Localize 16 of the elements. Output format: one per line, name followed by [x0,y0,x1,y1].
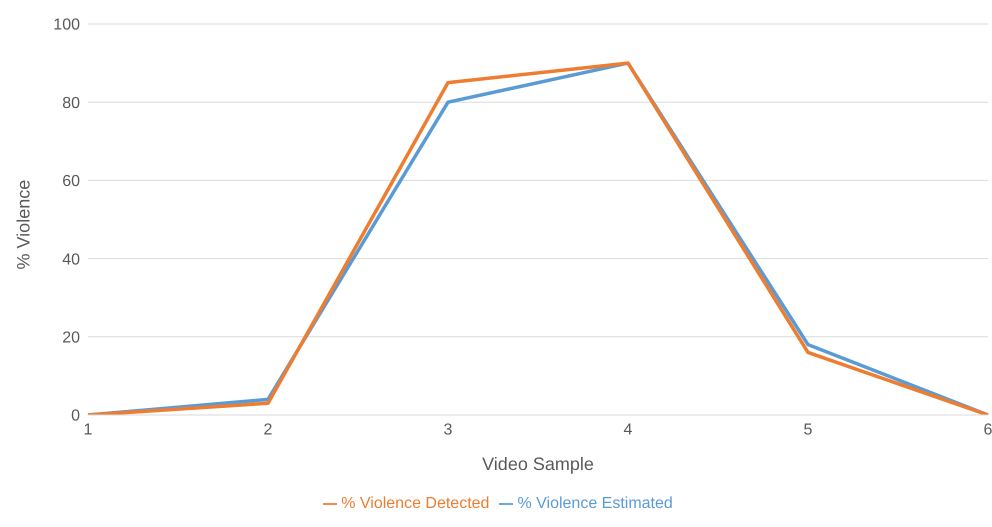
y-tick-label: 0 [71,408,80,425]
x-tick-label: 5 [804,421,813,438]
y-tick-label: 60 [62,173,80,190]
x-tick-label: 1 [84,421,93,438]
y-tick-label: 40 [62,251,80,268]
x-axis-title: Video Sample [482,454,594,474]
y-tick-label: 100 [53,16,80,34]
legend-label: % Violence Detected [341,495,490,512]
legend-label: % Violence Estimated [517,495,673,512]
x-tick-label: 3 [444,421,453,438]
x-tick-label: 2 [264,421,273,438]
x-tick-label: 6 [984,421,992,438]
y-tick-label: 80 [62,94,80,112]
y-tick-label: 20 [62,329,80,346]
x-tick-label: 4 [624,421,633,438]
y-axis-title: % Violence [13,180,34,270]
